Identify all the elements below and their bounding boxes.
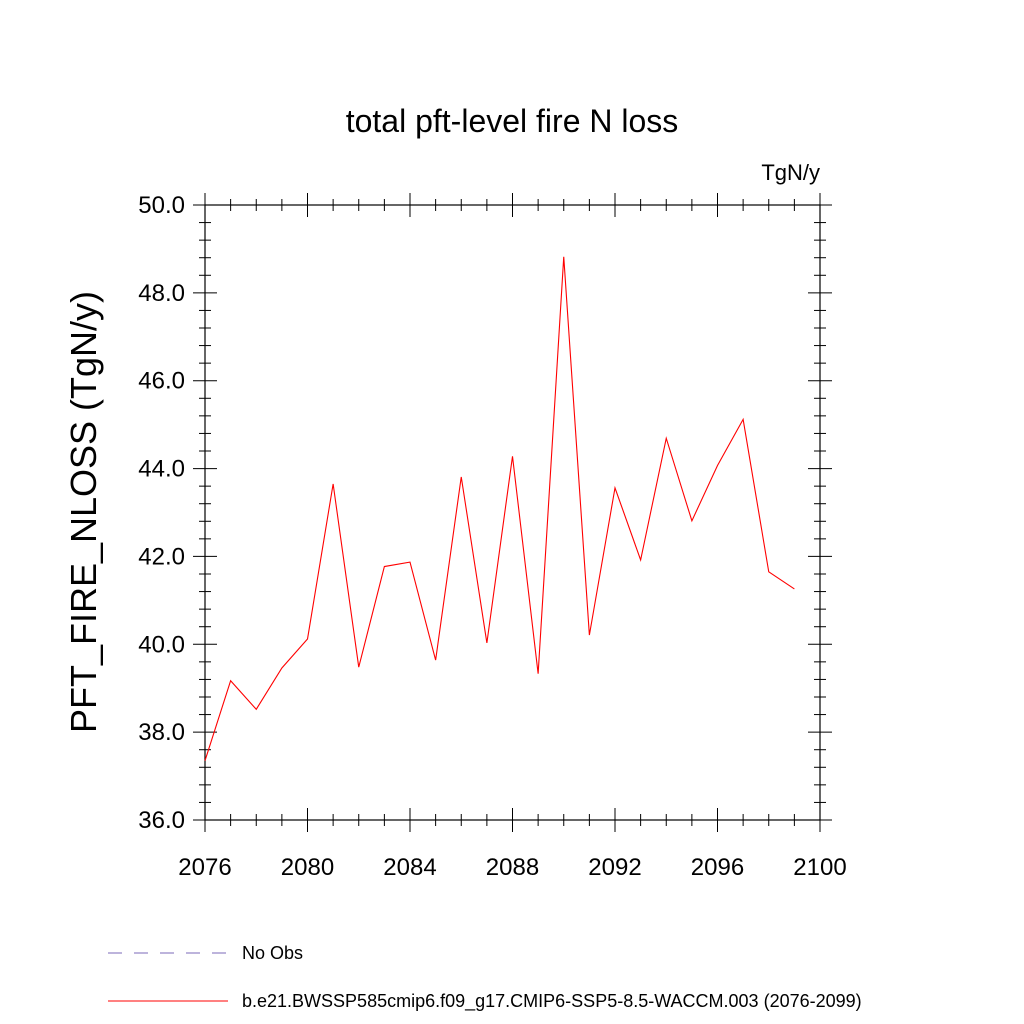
- axis-ticks: [193, 193, 832, 832]
- x-tick-label: 2096: [691, 854, 744, 881]
- series-line: [204, 256, 795, 761]
- legend: No Obs b.e21.BWSSP585cmip6.f09_g17.CMIP6-…: [108, 943, 862, 1012]
- y-tick-label: 44.0: [138, 456, 185, 483]
- x-tick-labels: 2076 2080 2084 2088 2092 2096 2100: [178, 854, 846, 881]
- y-tick-labels: 36.0 38.0 40.0 42.0 44.0 46.0 48.0 50.0: [138, 192, 185, 834]
- plot-frame: [204, 204, 821, 821]
- legend-label: b.e21.BWSSP585cmip6.f09_g17.CMIP6-SSP5-8…: [242, 991, 862, 1012]
- x-tick-label: 2100: [793, 854, 846, 881]
- x-tick-label: 2076: [178, 854, 231, 881]
- units-label: TgN/y: [761, 160, 820, 185]
- y-tick-label: 36.0: [138, 807, 185, 834]
- y-axis-label: PFT_FIRE_NLOSS (TgN/y): [63, 291, 104, 733]
- y-tick-label: 40.0: [138, 631, 185, 658]
- chart-title: total pft-level fire N loss: [346, 103, 679, 139]
- y-tick-label: 42.0: [138, 543, 185, 570]
- y-tick-label: 46.0: [138, 368, 185, 395]
- x-tick-label: 2080: [281, 854, 334, 881]
- x-tick-label: 2092: [588, 854, 641, 881]
- y-tick-label: 38.0: [138, 719, 185, 746]
- legend-label: No Obs: [242, 943, 303, 963]
- y-tick-label: 48.0: [138, 280, 185, 307]
- x-tick-label: 2084: [383, 854, 436, 881]
- x-tick-label: 2088: [486, 854, 539, 881]
- y-tick-label: 50.0: [138, 192, 185, 219]
- series-lines: [204, 256, 795, 761]
